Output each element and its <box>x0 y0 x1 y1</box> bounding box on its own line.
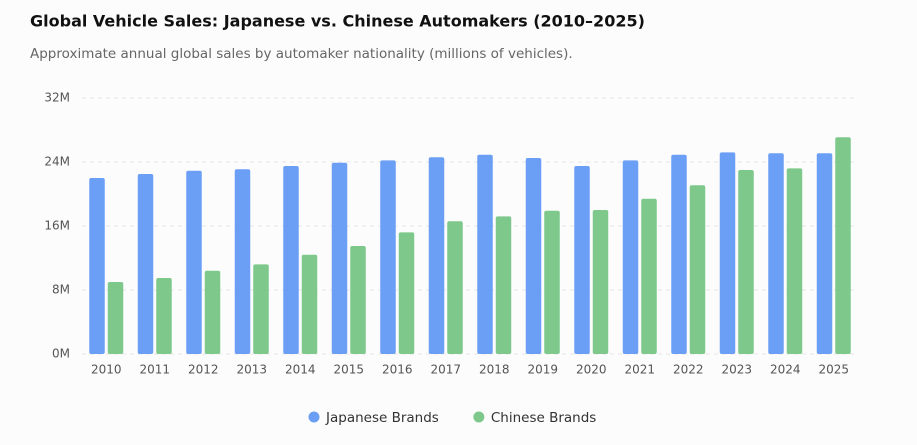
bar <box>495 216 512 354</box>
y-tick-label: 16M <box>44 219 70 233</box>
bar <box>525 158 542 354</box>
bar <box>253 264 269 354</box>
x-tick-label: 2025 <box>818 363 849 377</box>
x-tick-label: 2011 <box>139 363 170 377</box>
bar <box>786 168 803 354</box>
x-tick-label: 2017 <box>430 363 461 377</box>
chart-title: Global Vehicle Sales: Japanese vs. Chine… <box>30 12 645 31</box>
bar <box>301 254 318 354</box>
bar <box>398 232 415 354</box>
x-tick-label: 2023 <box>721 363 752 377</box>
bar <box>204 270 221 354</box>
bar <box>574 166 590 354</box>
bar <box>671 154 687 354</box>
x-tick-label: 2016 <box>382 363 413 377</box>
bar <box>622 160 639 354</box>
x-tick-label: 2010 <box>91 363 122 377</box>
bar <box>89 178 105 354</box>
bar <box>156 278 172 354</box>
y-tick-label: 24M <box>44 155 70 169</box>
bar <box>186 170 202 354</box>
chart-subtitle: Approximate annual global sales by autom… <box>30 46 573 62</box>
y-tick-label: 8M <box>52 283 70 297</box>
legend-label: Japanese Brands <box>325 410 439 426</box>
bar <box>137 174 154 354</box>
x-tick-label: 2014 <box>285 363 316 377</box>
y-tick-label: 0M <box>52 347 70 361</box>
x-tick-label: 2024 <box>770 363 801 377</box>
bar <box>689 185 706 354</box>
bar <box>107 282 124 354</box>
bar <box>477 154 493 354</box>
y-tick-label: 32M <box>44 91 70 105</box>
x-tick-label: 2022 <box>673 363 704 377</box>
bar <box>428 157 445 354</box>
x-tick-label: 2019 <box>527 363 558 377</box>
bar <box>350 246 366 354</box>
bar <box>816 153 833 354</box>
x-tick-label: 2015 <box>333 363 364 377</box>
bar <box>768 153 784 354</box>
legend-label: Chinese Brands <box>491 410 596 426</box>
bar <box>738 170 754 354</box>
legend-swatch <box>308 411 320 423</box>
bar <box>234 169 251 354</box>
x-tick-label: 2013 <box>236 363 267 377</box>
bar <box>719 152 736 354</box>
bar <box>835 137 851 354</box>
bar <box>447 221 463 354</box>
x-tick-label: 2018 <box>479 363 510 377</box>
x-tick-label: 2020 <box>576 363 607 377</box>
bar <box>641 198 657 354</box>
x-tick-label: 2021 <box>624 363 655 377</box>
bar <box>283 166 299 354</box>
bar <box>544 210 560 354</box>
bar <box>331 162 348 354</box>
bar <box>380 160 396 354</box>
legend-swatch <box>473 411 485 423</box>
bar <box>592 210 609 354</box>
x-tick-label: 2012 <box>188 363 219 377</box>
